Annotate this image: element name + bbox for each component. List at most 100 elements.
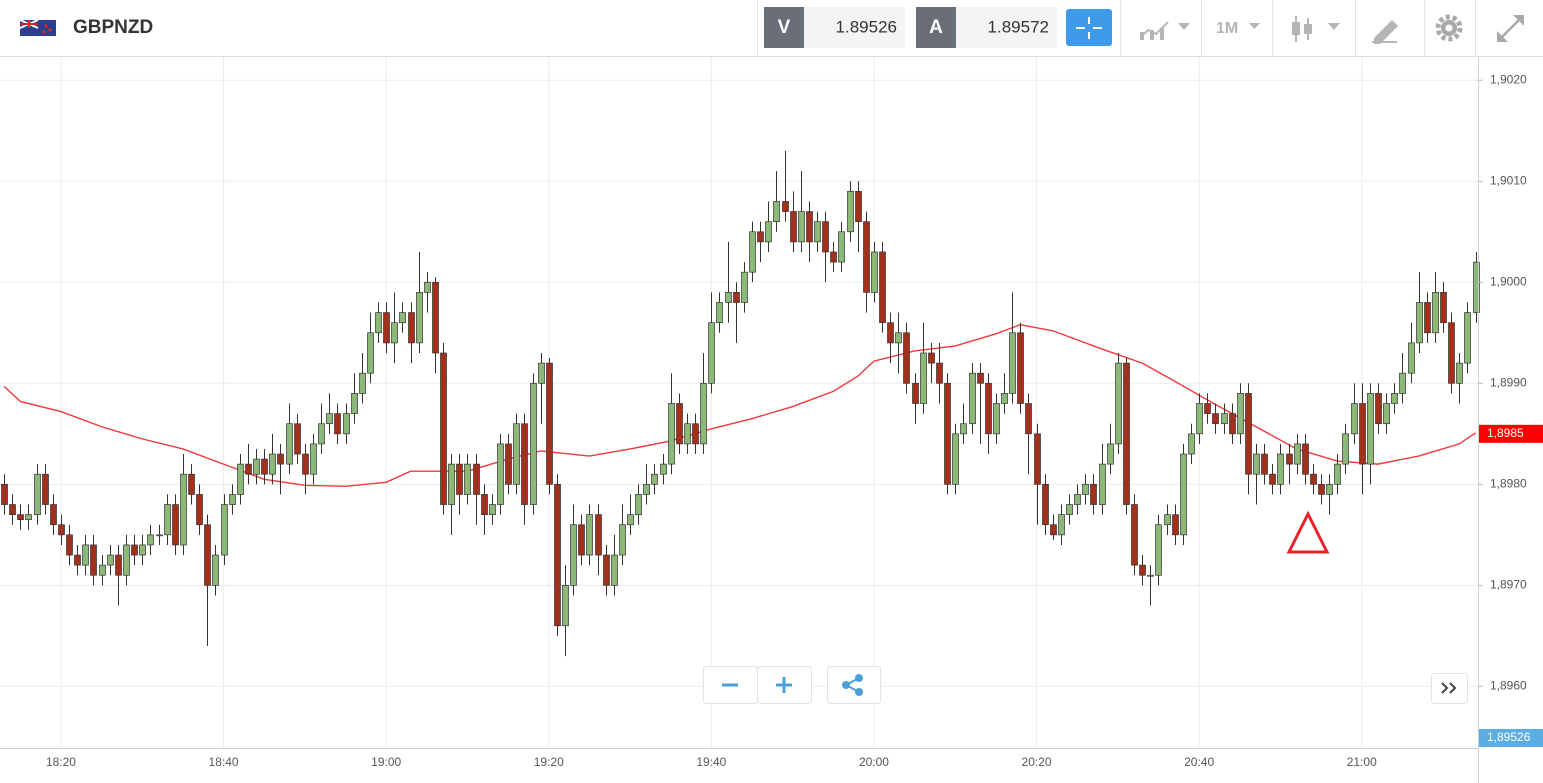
candle-body: [180, 473, 187, 546]
candle-body: [1155, 524, 1162, 576]
candle-body: [1408, 342, 1415, 374]
candle-body: [1237, 393, 1244, 435]
candle-body: [1212, 413, 1219, 425]
zoom-in-button[interactable]: [757, 666, 812, 704]
candle-body: [1204, 403, 1211, 414]
candle-body: [424, 281, 431, 293]
candle-body: [944, 382, 951, 485]
candle-body: [1253, 453, 1260, 475]
price-marker-box: [1479, 424, 1543, 443]
candle-body: [716, 302, 723, 324]
candle-body: [1432, 292, 1439, 334]
candle-body: [912, 382, 919, 404]
ask-box: [956, 7, 1057, 48]
ask-tag-box[interactable]: [916, 7, 956, 48]
timeframe: 1M: [1216, 20, 1238, 37]
candle-body: [538, 362, 545, 384]
candle-body: [90, 544, 97, 576]
candle-body: [58, 524, 65, 536]
candle-body: [147, 534, 154, 546]
settings-button[interactable]: [1435, 14, 1463, 42]
candle-body: [440, 352, 447, 505]
candle-body: [99, 564, 106, 576]
candle-body: [830, 251, 837, 263]
candle-body: [887, 322, 894, 344]
candle-body: [269, 453, 276, 475]
candle-body: [1391, 393, 1398, 404]
candle-body: [611, 554, 618, 586]
scroll-right-button[interactable]: [1431, 673, 1468, 704]
candle-body: [1107, 443, 1114, 465]
candle-body: [1042, 483, 1049, 526]
candle-body: [847, 191, 854, 233]
x-tick-label: 18:20: [46, 755, 76, 769]
candle-body: [928, 352, 935, 364]
candle-style-button[interactable]: [1292, 16, 1340, 42]
bid-marker-label: 1,89526: [1487, 730, 1531, 744]
candle-body: [814, 221, 821, 243]
candle-body: [895, 332, 902, 344]
candle-body: [408, 312, 415, 344]
timeframe-button[interactable]: 1M: [1216, 20, 1260, 37]
x-tick-label: 19:20: [534, 755, 564, 769]
candle-body: [1286, 453, 1293, 465]
candle-body: [676, 403, 683, 445]
candle-body: [172, 504, 179, 546]
candle-body: [749, 231, 756, 273]
candle-body: [977, 372, 984, 384]
candle-body: [1318, 483, 1325, 495]
candle-body: [1196, 403, 1203, 435]
candle-body: [1326, 483, 1333, 495]
candle-body: [733, 292, 740, 303]
candle-body: [310, 443, 317, 475]
candle-body: [25, 514, 32, 521]
candle-body: [139, 544, 146, 556]
candle-body: [34, 473, 41, 515]
zoom-out-button[interactable]: [703, 666, 758, 704]
bid-tag-box[interactable]: [764, 7, 804, 48]
candle-body: [1123, 362, 1130, 505]
candle-body: [782, 201, 789, 212]
candle-body: [554, 483, 561, 627]
candle-body: [261, 458, 268, 475]
x-tick-label: 20:20: [1022, 755, 1052, 769]
candle-body: [245, 463, 252, 475]
candle-body: [131, 544, 138, 556]
candle-body: [1, 483, 8, 505]
candle-body: [481, 494, 488, 515]
candle-body: [1342, 433, 1349, 465]
candle-body: [692, 423, 699, 445]
candle-body: [1416, 302, 1423, 344]
candle-body: [416, 292, 423, 344]
chart-type-button[interactable]: [1139, 21, 1190, 40]
candle-body: [985, 382, 992, 435]
candle-body: [1180, 453, 1187, 536]
candle-body: [643, 483, 650, 495]
candle-body: [1277, 453, 1284, 485]
y-tick-label: 1,8970: [1490, 578, 1527, 592]
share-button[interactable]: [827, 666, 881, 704]
plot-area: [0, 57, 1480, 748]
candle-body: [1473, 261, 1480, 313]
candle-body: [521, 423, 528, 505]
fullscreen-button[interactable]: [1497, 15, 1524, 42]
candle-body: [1009, 332, 1016, 394]
candle-body: [497, 443, 504, 505]
candle-body: [863, 221, 870, 293]
y-tick-label: 1,9000: [1490, 274, 1527, 288]
candle-body: [757, 231, 764, 243]
crosshair-button[interactable]: [1066, 9, 1112, 46]
candle-body: [879, 251, 886, 324]
candle-body: [212, 554, 219, 586]
candle-body: [578, 524, 585, 556]
candle-body: [1221, 413, 1228, 425]
candle-body: [505, 443, 512, 485]
candle-body: [9, 504, 16, 515]
candle-body: [1334, 463, 1341, 485]
drawing-button[interactable]: [1372, 20, 1398, 44]
y-tick-label: 1,8990: [1490, 375, 1527, 389]
candle-body: [1066, 504, 1073, 515]
candle-body: [741, 271, 748, 303]
